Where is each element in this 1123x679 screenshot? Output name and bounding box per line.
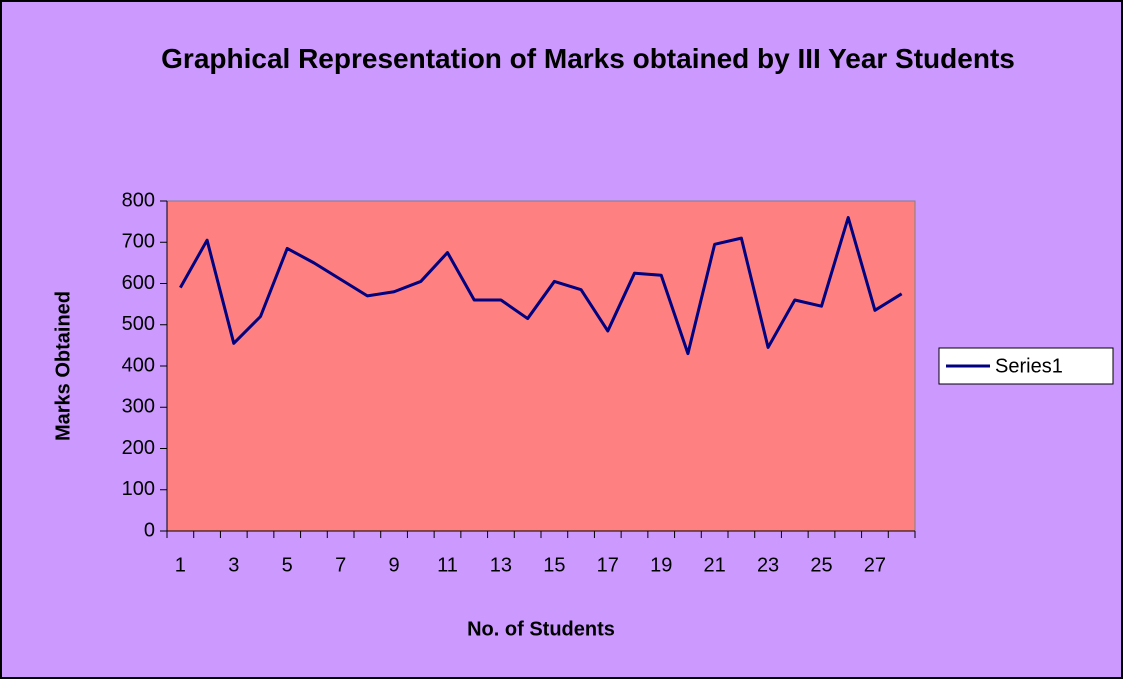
x-tick-label: 3 xyxy=(228,554,239,576)
y-tick-label: 0 xyxy=(144,519,155,541)
x-tick-label: 25 xyxy=(810,554,832,576)
y-tick-label: 400 xyxy=(122,354,155,376)
x-tick-label: 9 xyxy=(389,554,400,576)
x-tick-label: 5 xyxy=(282,554,293,576)
plot-area xyxy=(166,200,916,532)
x-axis-label: No. of Students xyxy=(467,618,615,640)
x-tick-label: 1 xyxy=(175,554,186,576)
y-tick-label: 700 xyxy=(122,231,155,253)
y-tick-label: 500 xyxy=(122,313,155,335)
x-tick-label: 17 xyxy=(597,554,619,576)
x-tick-label: 7 xyxy=(335,554,346,576)
y-tick-label: 800 xyxy=(122,189,155,211)
x-tick-label: 19 xyxy=(650,554,672,576)
x-tick-label: 21 xyxy=(704,554,726,576)
series-line xyxy=(179,216,903,356)
x-tick-label: 23 xyxy=(757,554,779,576)
y-tick-label: 100 xyxy=(122,478,155,500)
legend-label: Series1 xyxy=(995,355,1063,377)
y-axis-label: Marks Obtained xyxy=(52,291,74,441)
y-tick-label: 200 xyxy=(122,437,155,459)
y-tick-label: 300 xyxy=(122,396,155,418)
y-tick-label: 600 xyxy=(122,272,155,294)
x-tick-label: 11 xyxy=(437,554,458,576)
x-tick-label: 27 xyxy=(864,554,886,576)
x-tick-label: 13 xyxy=(490,554,512,576)
chart-title: Graphical Representation of Marks obtain… xyxy=(161,43,1015,74)
x-tick-label: 15 xyxy=(543,554,565,576)
